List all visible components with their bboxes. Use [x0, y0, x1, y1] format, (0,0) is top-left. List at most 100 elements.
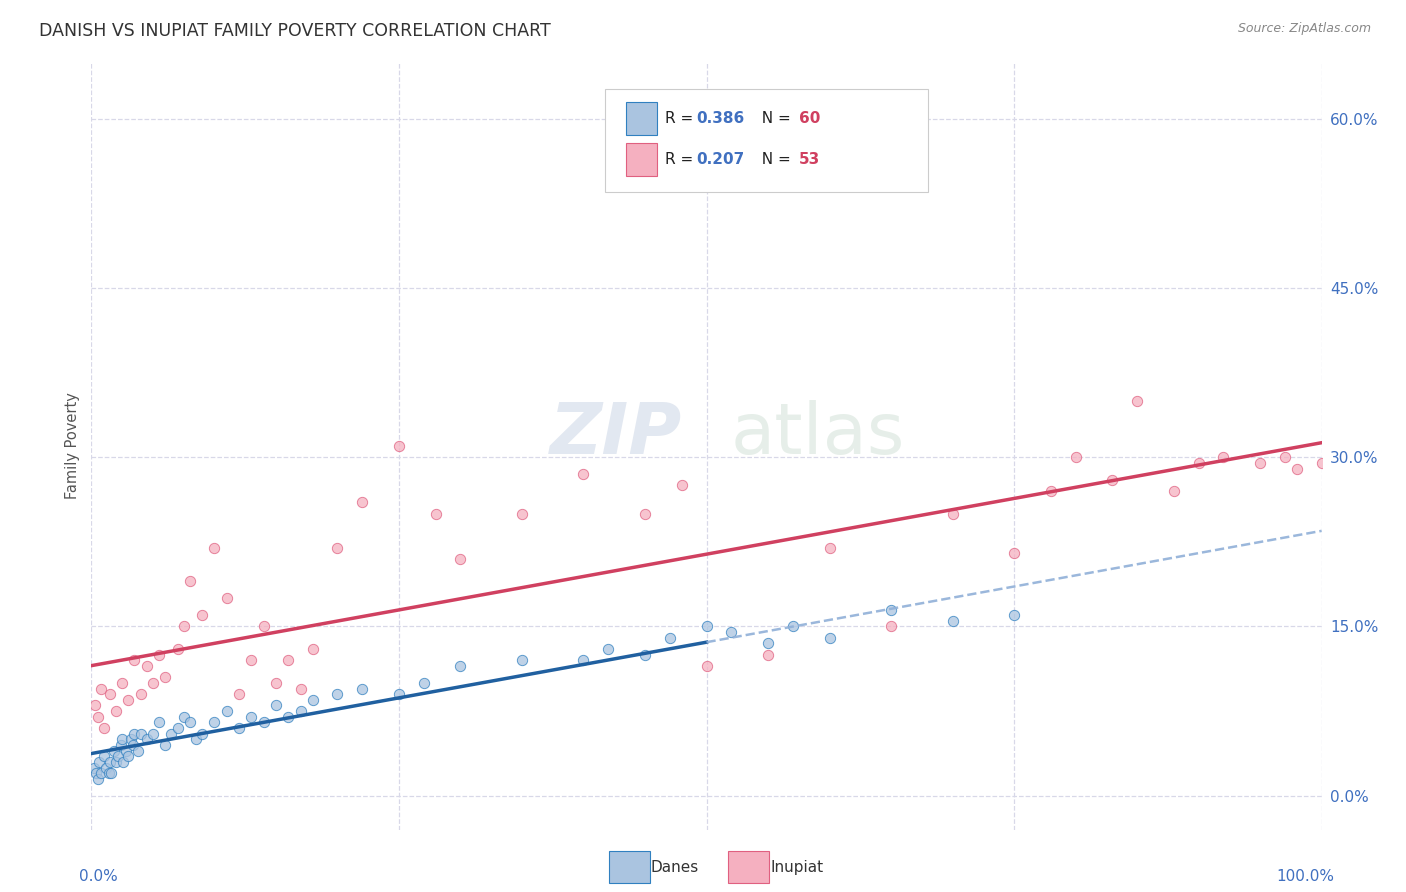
Point — [142, 676, 165, 690]
Point — [112, 755, 135, 769]
Point — [124, 653, 146, 667]
Point — [86, 772, 108, 786]
Point — [153, 670, 177, 684]
Point — [572, 467, 595, 482]
Point — [941, 614, 963, 628]
Point — [135, 732, 157, 747]
Point — [117, 693, 139, 707]
Point — [1249, 456, 1271, 470]
Point — [720, 625, 742, 640]
Point — [90, 681, 112, 696]
Point — [120, 732, 142, 747]
Point — [191, 726, 214, 740]
Point — [127, 743, 149, 757]
Point — [388, 687, 411, 701]
Text: 53: 53 — [799, 153, 820, 167]
Point — [510, 507, 533, 521]
Point — [326, 541, 349, 555]
Point — [93, 721, 115, 735]
Point — [1212, 450, 1234, 465]
Point — [290, 704, 312, 718]
Point — [228, 721, 250, 735]
Point — [1187, 456, 1209, 470]
Point — [756, 636, 779, 650]
Point — [215, 591, 238, 606]
Point — [114, 743, 138, 757]
Text: DANISH VS INUPIAT FAMILY POVERTY CORRELATION CHART: DANISH VS INUPIAT FAMILY POVERTY CORRELA… — [39, 22, 551, 40]
Point — [1285, 461, 1308, 475]
Point — [184, 732, 207, 747]
Text: Inupiat: Inupiat — [770, 860, 824, 874]
Point — [240, 710, 263, 724]
Point — [1064, 450, 1087, 465]
Point — [634, 648, 657, 662]
Point — [1002, 608, 1025, 623]
Point — [1274, 450, 1296, 465]
Point — [880, 602, 903, 616]
Point — [264, 676, 287, 690]
Point — [818, 631, 841, 645]
Point — [388, 439, 411, 453]
Point — [93, 749, 115, 764]
Point — [658, 631, 681, 645]
Point — [135, 659, 157, 673]
Point — [166, 721, 188, 735]
Point — [179, 574, 201, 589]
Point — [301, 642, 323, 657]
Point — [290, 681, 312, 696]
Point — [782, 619, 804, 633]
Point — [1039, 484, 1063, 499]
Point — [100, 766, 122, 780]
Point — [117, 749, 139, 764]
Point — [105, 755, 127, 769]
Point — [111, 676, 134, 690]
Point — [1101, 473, 1123, 487]
Text: Source: ZipAtlas.com: Source: ZipAtlas.com — [1237, 22, 1371, 36]
Point — [105, 704, 127, 718]
Point — [107, 749, 129, 764]
Point — [173, 710, 195, 724]
Point — [326, 687, 349, 701]
Point — [253, 619, 276, 633]
Point — [122, 738, 145, 752]
Point — [352, 681, 374, 696]
Point — [1163, 484, 1185, 499]
Point — [166, 642, 188, 657]
Point — [228, 687, 250, 701]
Text: 0.386: 0.386 — [696, 112, 744, 126]
Point — [86, 710, 108, 724]
Point — [110, 738, 132, 752]
Point — [695, 619, 717, 633]
Point — [240, 653, 263, 667]
Point — [83, 760, 105, 774]
Point — [173, 619, 195, 633]
Text: R =: R = — [665, 153, 699, 167]
Point — [97, 766, 120, 780]
Point — [1002, 546, 1025, 560]
Point — [90, 766, 112, 780]
Point — [84, 698, 107, 713]
Point — [160, 726, 183, 740]
Point — [253, 715, 276, 730]
Point — [301, 693, 323, 707]
Point — [148, 715, 170, 730]
Point — [510, 653, 533, 667]
Point — [215, 704, 238, 718]
Text: atlas: atlas — [731, 401, 905, 469]
Point — [818, 541, 841, 555]
Point — [96, 760, 117, 774]
Point — [98, 755, 121, 769]
Text: 0.207: 0.207 — [696, 153, 744, 167]
Text: 60: 60 — [799, 112, 820, 126]
Text: N =: N = — [752, 153, 796, 167]
Point — [449, 659, 471, 673]
Point — [880, 619, 903, 633]
Point — [111, 732, 134, 747]
Point — [425, 507, 447, 521]
Point — [124, 726, 146, 740]
Text: 100.0%: 100.0% — [1275, 869, 1334, 884]
Point — [264, 698, 287, 713]
Text: R =: R = — [665, 112, 699, 126]
Y-axis label: Family Poverty: Family Poverty — [65, 392, 80, 500]
Point — [129, 726, 152, 740]
